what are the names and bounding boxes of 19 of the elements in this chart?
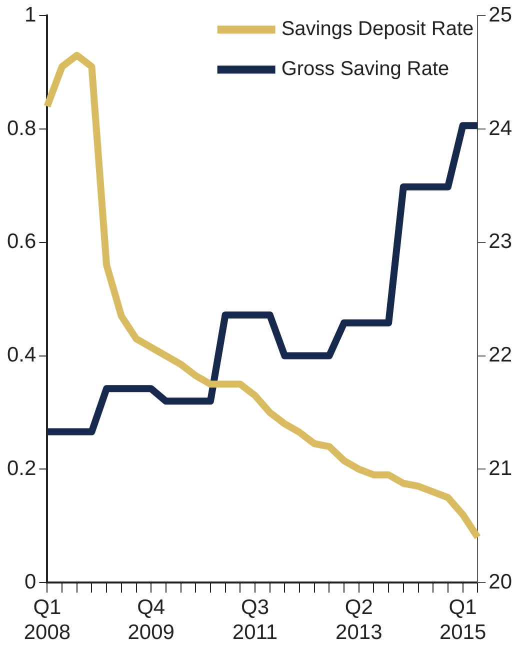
x-tick-label: Q1 2008: [24, 596, 71, 644]
y2-tick-label: 22: [488, 344, 512, 367]
legend-label: Gross Saving Rate: [281, 58, 450, 80]
y-tick-label: 0.8: [6, 116, 36, 140]
x-tick-label: Q1 2015: [439, 596, 486, 644]
y-tick-label: 0.4: [6, 344, 37, 367]
y-tick-label: 0.2: [6, 456, 36, 480]
y-tick-label: 0: [24, 570, 36, 594]
y2-tick-label: 23: [488, 230, 512, 254]
y-tick-label: 0.6: [6, 230, 36, 254]
x-tick-label: Q3 2011: [232, 596, 278, 644]
y2-tick-label: 21: [488, 456, 512, 480]
y-tick-label: 1: [24, 3, 36, 26]
y2-tick-label: 25: [488, 3, 512, 26]
y2-tick-label: 20: [488, 570, 512, 594]
y2-tick-label: 24: [488, 116, 512, 140]
legend-label: Savings Deposit Rate: [281, 18, 474, 40]
x-tick-label: Q4 2009: [128, 596, 174, 644]
x-tick-label: Q2 2013: [336, 596, 382, 644]
